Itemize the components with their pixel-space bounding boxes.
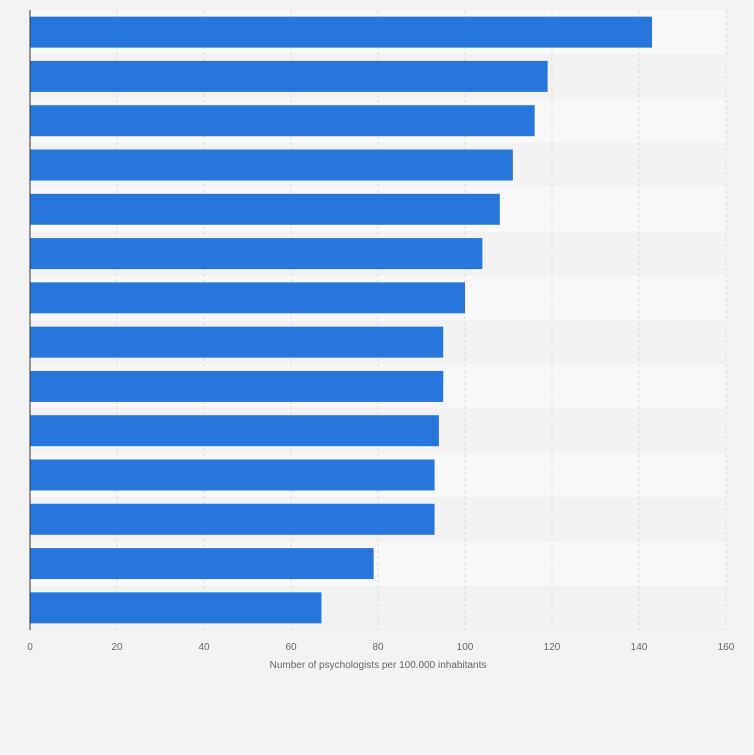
- bar: [30, 592, 322, 624]
- bar: [30, 193, 500, 225]
- bar: [30, 459, 435, 491]
- bar: [30, 326, 444, 358]
- x-axis-label: Number of psychologists per 100.000 inha…: [270, 660, 487, 671]
- bar: [30, 548, 374, 580]
- x-tick-label: 100: [457, 642, 474, 653]
- bar: [30, 60, 548, 92]
- bar: [30, 105, 535, 137]
- x-tick-label: 40: [198, 642, 210, 653]
- bar: [30, 238, 483, 270]
- x-tick-label: 140: [631, 642, 648, 653]
- x-tick-labels: 0 20 40 60 80 100 120 140 160: [27, 642, 735, 653]
- bar: [30, 16, 653, 48]
- x-tick-label: 20: [111, 642, 123, 653]
- bar: [30, 415, 439, 447]
- bar: [30, 503, 435, 535]
- x-tick-label: 80: [372, 642, 384, 653]
- x-tick-label: 120: [544, 642, 561, 653]
- bar: [30, 149, 513, 181]
- x-tick-label: 60: [285, 642, 297, 653]
- x-tick-label: 0: [27, 642, 33, 653]
- bar: [30, 282, 465, 314]
- bars: [30, 16, 653, 624]
- bar: [30, 370, 444, 402]
- x-tick-label: 160: [718, 642, 735, 653]
